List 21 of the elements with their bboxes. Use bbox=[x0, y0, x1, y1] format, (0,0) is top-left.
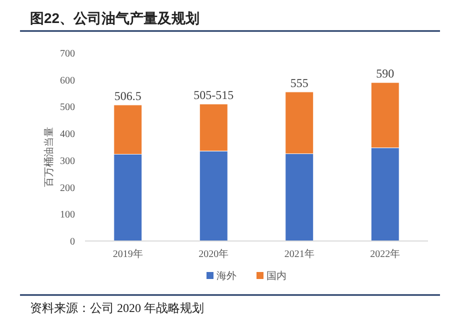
x-tick-label: 2021年 bbox=[284, 248, 314, 260]
total-label: 505-515 bbox=[194, 88, 234, 102]
y-axis-title: 百万桶油当量 bbox=[43, 127, 55, 187]
total-label: 590 bbox=[376, 66, 394, 81]
y-tick-label: 700 bbox=[60, 48, 75, 60]
x-tick-label: 2020年 bbox=[198, 248, 229, 260]
y-tick-label: 0 bbox=[70, 236, 75, 248]
y-tick-label: 400 bbox=[60, 129, 75, 140]
x-tick-label: 2022年 bbox=[370, 248, 400, 260]
text: 资料来源：公司 2020 年战略规划 bbox=[30, 301, 204, 315]
legend-label: 国内 bbox=[266, 270, 286, 282]
y-tick-label: 200 bbox=[60, 182, 75, 194]
y-tick-label: 500 bbox=[60, 102, 75, 114]
y-tick-label: 100 bbox=[60, 210, 75, 221]
y-tick-label: 300 bbox=[60, 156, 75, 167]
total-label: 506.5 bbox=[114, 88, 142, 103]
legend-label: 海外 bbox=[216, 270, 236, 282]
y-tick-label: 600 bbox=[60, 75, 75, 86]
x-tick-label: 2019年 bbox=[112, 248, 143, 260]
chart-title: 图22、公司油气产量及规划 bbox=[30, 10, 200, 26]
total-label: 555 bbox=[290, 76, 308, 90]
